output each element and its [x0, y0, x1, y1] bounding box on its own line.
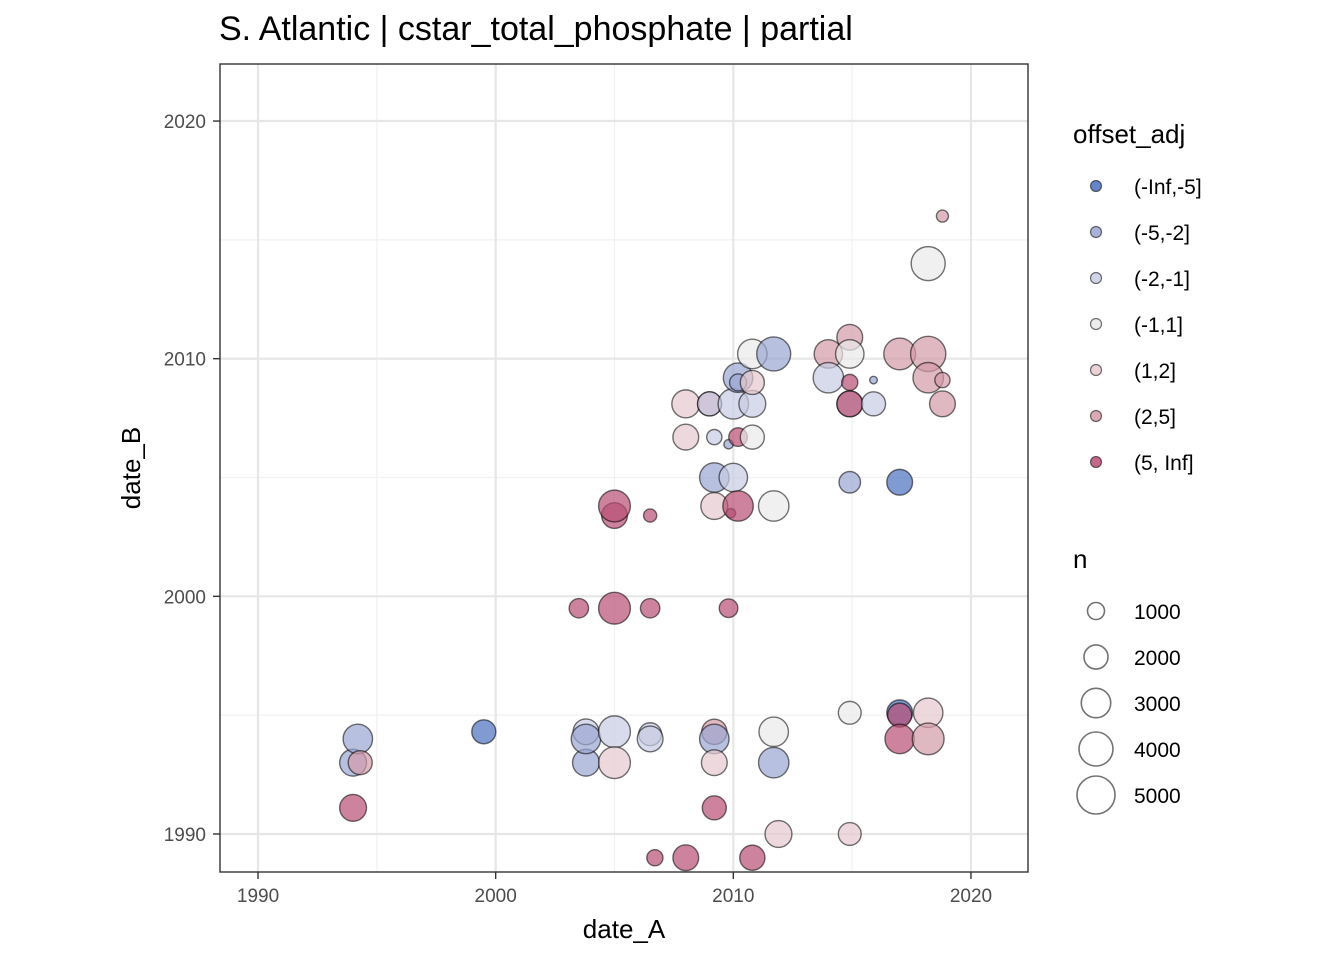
- data-point: [597, 591, 632, 625]
- color-legend-key: [1089, 409, 1103, 423]
- data-point: [869, 375, 879, 385]
- data-point: [672, 423, 700, 451]
- color-legend-key: [1089, 271, 1103, 285]
- color-legend-key: [1089, 455, 1103, 469]
- data-point: [838, 470, 862, 494]
- data-point: [860, 391, 887, 417]
- data-point: [642, 508, 658, 523]
- color-legend-label: (-1,1]: [1134, 314, 1183, 337]
- data-points: [338, 209, 957, 872]
- x-axis-title: date_A: [583, 914, 666, 944]
- x-tick-label: 1990: [237, 886, 279, 907]
- data-point: [757, 490, 790, 522]
- color-legend-key: [1089, 179, 1103, 193]
- data-point: [646, 848, 664, 867]
- x-tick-label: 2010: [712, 886, 754, 907]
- data-point: [886, 468, 914, 496]
- x-tick-label: 2020: [950, 886, 992, 907]
- size-legend-label: 4000: [1134, 739, 1181, 762]
- data-point: [910, 245, 946, 282]
- plot-panel-border: [219, 63, 1029, 873]
- data-point: [706, 428, 723, 446]
- data-point: [911, 722, 945, 756]
- color-legend-title: offset_adj: [1073, 119, 1185, 149]
- data-point: [639, 597, 661, 619]
- gridlines: [220, 64, 1028, 872]
- data-point: [718, 462, 749, 493]
- chart-title: S. Atlantic | cstar_total_phosphate | pa…: [219, 10, 853, 48]
- data-point: [597, 489, 632, 523]
- color-legend-key: [1089, 225, 1103, 239]
- data-point: [836, 390, 864, 418]
- data-point: [764, 819, 793, 849]
- data-point: [812, 361, 845, 394]
- data-point: [757, 746, 790, 779]
- color-legend-label: (2,5]: [1134, 406, 1176, 429]
- y-tick-label: 2010: [164, 350, 206, 371]
- data-point: [597, 715, 632, 749]
- data-point: [884, 723, 916, 755]
- color-legend-items: (-Inf,-5] (-5,-2] (-2,-1] (-1,1] (1,2] (2,5] (…: [1089, 176, 1202, 475]
- size-legend-label: 2000: [1134, 647, 1181, 670]
- axis-ticks: 1990 2000 2010 2020 1990 2000 2010 2020: [164, 112, 992, 907]
- size-legend-label: 1000: [1134, 601, 1181, 624]
- y-tick-label: 2000: [164, 587, 206, 608]
- data-point: [739, 844, 766, 872]
- data-point: [672, 844, 700, 872]
- data-point: [636, 725, 664, 753]
- color-legend-label: (-2,-1]: [1134, 268, 1190, 291]
- data-point: [837, 700, 862, 725]
- y-tick-label: 2020: [164, 112, 206, 133]
- size-legend-label: 5000: [1134, 785, 1181, 808]
- data-point: [700, 749, 728, 777]
- size-legend-label: 3000: [1134, 693, 1181, 716]
- size-legend-items: 1000 2000 3000 4000 5000: [1076, 601, 1181, 815]
- size-legend-key: [1076, 775, 1116, 815]
- y-axis-title: date_B: [116, 427, 146, 509]
- data-point: [342, 723, 374, 755]
- color-legend-label: (1,2]: [1134, 360, 1176, 383]
- color-legend-label: (-5,-2]: [1134, 222, 1190, 245]
- data-point: [935, 209, 950, 223]
- data-point: [758, 716, 790, 748]
- data-point: [928, 390, 957, 418]
- data-point: [837, 821, 862, 847]
- data-point: [756, 336, 792, 372]
- x-tick-label: 2000: [475, 886, 517, 907]
- data-point: [841, 373, 859, 392]
- size-legend-key: [1080, 687, 1112, 719]
- size-legend-key: [1083, 644, 1109, 670]
- data-point: [568, 597, 590, 619]
- data-point: [834, 339, 865, 369]
- data-point: [597, 746, 632, 780]
- size-legend-title: n: [1073, 544, 1087, 574]
- color-legend-label: (-Inf,-5]: [1134, 176, 1202, 199]
- data-point: [701, 795, 728, 821]
- size-legend-key: [1078, 731, 1114, 767]
- color-legend-label: (5, Inf]: [1134, 452, 1194, 475]
- data-point: [934, 371, 951, 389]
- data-point: [570, 723, 602, 755]
- color-legend-key: [1089, 363, 1103, 377]
- data-point: [347, 749, 373, 776]
- data-point: [471, 719, 497, 745]
- color-legend-key: [1089, 317, 1103, 331]
- data-point: [739, 369, 766, 396]
- data-point: [718, 598, 739, 619]
- data-point: [338, 793, 368, 822]
- data-point: [671, 389, 701, 419]
- legend: offset_adj (-Inf,-5] (-5,-2] (-2,-1] (-1,1]…: [1073, 119, 1202, 815]
- data-point: [722, 490, 754, 522]
- data-point: [739, 424, 766, 450]
- y-tick-label: 1990: [164, 825, 206, 846]
- size-legend-key: [1086, 601, 1106, 621]
